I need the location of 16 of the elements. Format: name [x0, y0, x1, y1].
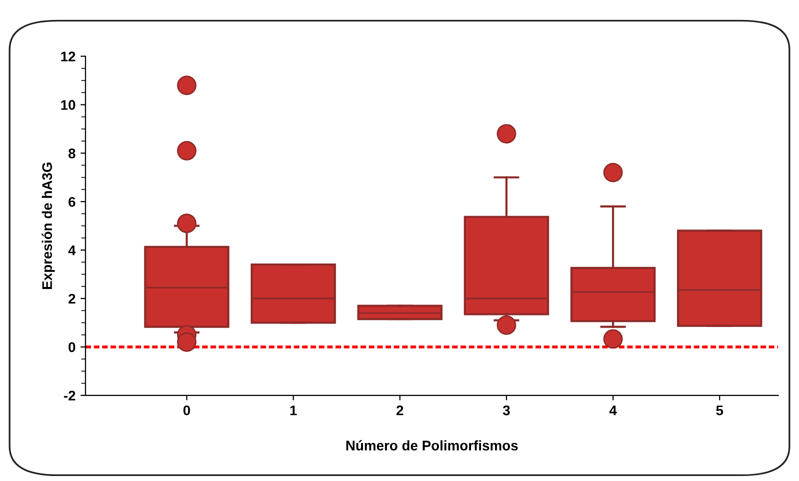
x-tick-label: 0 — [183, 405, 190, 416]
x-tick-label: 2 — [396, 405, 404, 416]
y-tick-label: 2 — [68, 294, 76, 304]
x-axis-title: Número de Polimorfismos — [346, 440, 518, 450]
y-tick-label: 6 — [68, 196, 76, 207]
y-axis-title: Expresión de hA3G — [42, 162, 55, 289]
y-tick-label: 0 — [68, 342, 76, 352]
y-tick-label: 4 — [68, 246, 76, 256]
x-tick-label: 3 — [502, 405, 510, 416]
y-tick-label: -2 — [64, 390, 76, 400]
y-tick-label: 10 — [61, 100, 76, 110]
x-tick-label: 4 — [609, 406, 617, 416]
x-tick-label: 1 — [290, 406, 297, 416]
x-tick-label: 5 — [716, 406, 724, 416]
y-tick-label: 12 — [61, 52, 76, 62]
y-tick-label: 8 — [68, 148, 76, 158]
